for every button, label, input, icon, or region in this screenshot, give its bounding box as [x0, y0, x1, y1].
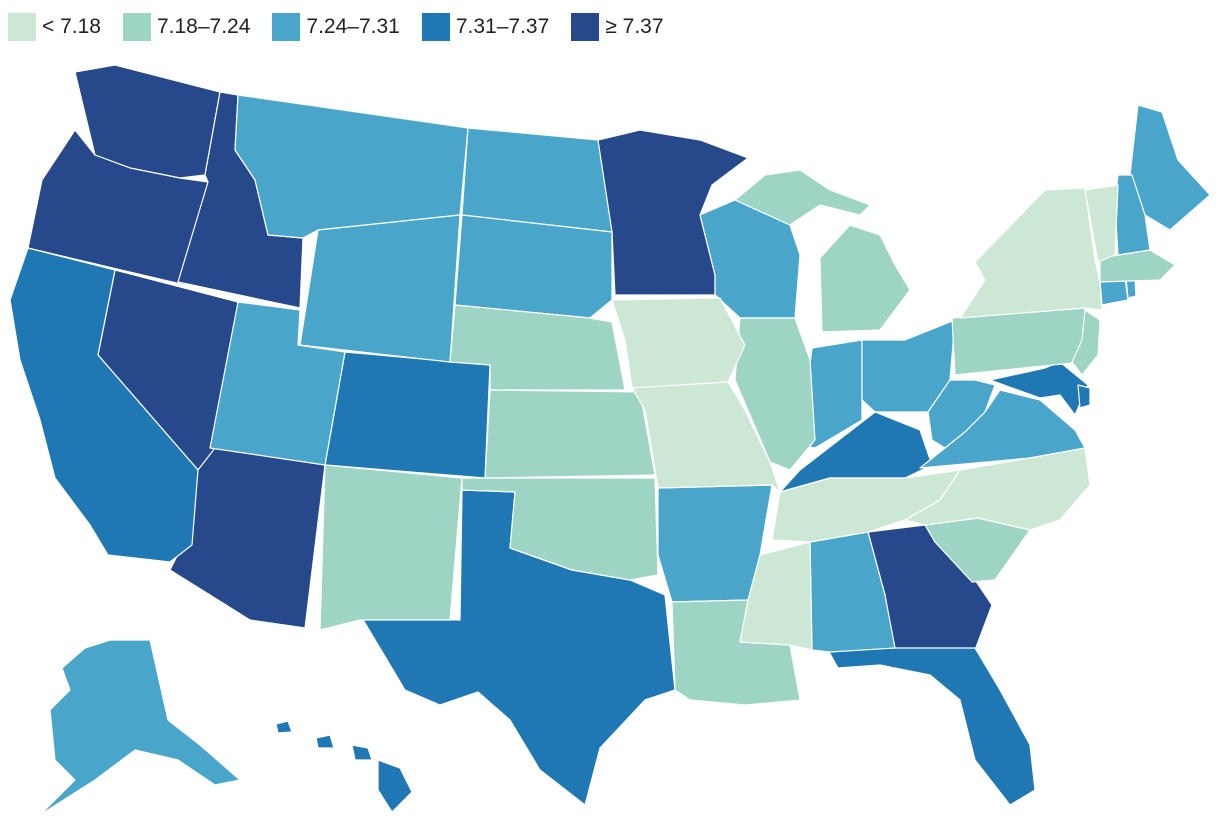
legend-swatch-bin-4 [571, 13, 600, 41]
state-FL [827, 647, 1036, 806]
state-OK [461, 477, 659, 581]
legend-label-bin-4: ≥ 7.37 [605, 15, 664, 38]
state-AK [39, 639, 241, 816]
state-NM [319, 464, 463, 631]
state-KS [484, 389, 656, 479]
legend-label-bin-3: 7.31–7.37 [455, 15, 550, 38]
state-CA [9, 247, 199, 563]
legend-swatch-bin-0 [8, 13, 36, 41]
state-NJ [1071, 309, 1101, 376]
state-HI-kauai [275, 720, 293, 734]
legend-label-bin-2: 7.24–7.31 [306, 15, 400, 38]
state-MA [1099, 249, 1176, 283]
state-UT [209, 301, 346, 466]
state-HI-big [377, 759, 413, 813]
legend-label-bin-0: < 7.18 [42, 15, 101, 38]
state-NE [449, 304, 626, 391]
state-VT [1084, 184, 1119, 263]
state-HI-maui [351, 744, 373, 761]
state-CO [324, 351, 491, 479]
state-MI [819, 224, 911, 333]
legend-label-bin-1: 7.18–7.24 [156, 15, 251, 38]
state-NC [904, 447, 1091, 531]
state-MS [739, 541, 813, 651]
state-IL [734, 317, 816, 471]
state-WY [299, 214, 461, 363]
state-ND [461, 127, 613, 233]
state-MI-upper [734, 169, 871, 226]
legend-item-bin-0[interactable]: < 7.18 [8, 13, 101, 41]
state-DE [1077, 384, 1091, 409]
legend-item-bin-4[interactable]: ≥ 7.37 [571, 13, 664, 41]
legend-item-bin-1[interactable]: 7.18–7.24 [122, 13, 251, 41]
legend-item-bin-2[interactable]: 7.24–7.31 [272, 13, 400, 41]
legend-swatch-bin-2 [272, 13, 301, 41]
legend-item-bin-3[interactable]: 7.31–7.37 [421, 13, 550, 41]
state-SD [454, 214, 613, 319]
legend: < 7.18 7.18–7.24 7.24–7.31 7.31–7.37 ≥ 7… [8, 10, 664, 44]
state-PA [951, 307, 1091, 376]
state-HI-oahu [315, 734, 335, 749]
state-IA [611, 297, 746, 389]
legend-swatch-bin-3 [421, 13, 450, 41]
legend-swatch-bin-1 [122, 13, 151, 41]
state-NY [959, 187, 1103, 319]
state-MT [234, 94, 469, 239]
